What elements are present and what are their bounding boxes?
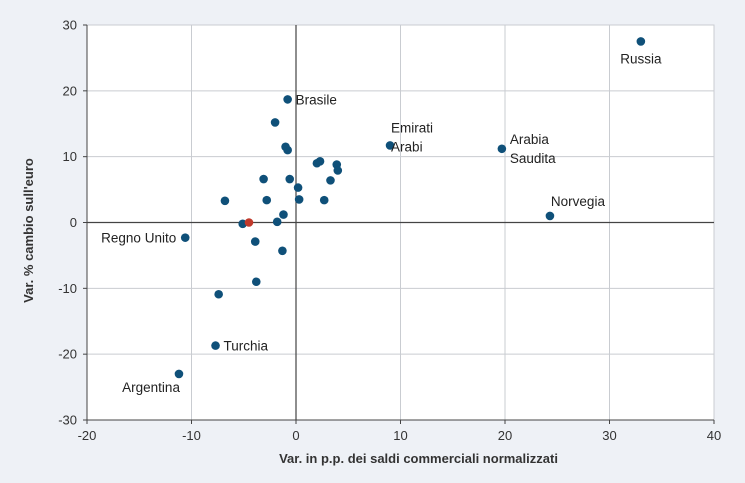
y-tick-label: 30 bbox=[63, 18, 77, 33]
x-tick-label: 40 bbox=[707, 428, 721, 443]
highlight-data-point bbox=[244, 218, 254, 227]
y-tick-label: 10 bbox=[63, 149, 77, 164]
x-tick-label: -20 bbox=[78, 428, 97, 443]
point-label-line: Regno Unito bbox=[101, 231, 176, 246]
point-label: Emirati Arabi bbox=[391, 120, 433, 154]
data-point bbox=[250, 237, 260, 246]
data-point bbox=[262, 195, 272, 205]
point-label-line: Brasile bbox=[296, 92, 337, 107]
point-label: Norvegia bbox=[551, 194, 606, 209]
point-label: Arabia Saudita bbox=[510, 132, 556, 166]
data-point bbox=[214, 289, 223, 299]
y-tick-label: -30 bbox=[58, 413, 77, 428]
data-point bbox=[636, 37, 646, 46]
data-point bbox=[211, 341, 220, 350]
data-point bbox=[251, 277, 261, 287]
point-label-line: Arabi bbox=[391, 139, 423, 154]
point-label-line: Turchia bbox=[224, 339, 269, 354]
data-points bbox=[174, 37, 646, 379]
y-axis-title: Var. % cambio sull'euro bbox=[21, 158, 36, 303]
point-label-line: Norvegia bbox=[551, 194, 606, 209]
y-tick-label: 0 bbox=[70, 215, 77, 230]
data-point bbox=[293, 183, 303, 192]
data-point bbox=[294, 195, 304, 204]
data-point bbox=[333, 166, 343, 175]
data-point bbox=[272, 217, 282, 227]
point-label-line: Argentina bbox=[122, 380, 180, 395]
x-axis-title: Var. in p.p. dei saldi commerciali norma… bbox=[279, 451, 558, 466]
point-labels: Russia Brasile Emirati Arabi Arabia Saudita No… bbox=[101, 51, 662, 394]
data-point bbox=[180, 233, 190, 242]
x-tick-label: 10 bbox=[393, 428, 407, 443]
y-tick-label: -10 bbox=[58, 281, 77, 296]
data-point bbox=[283, 145, 292, 155]
data-point bbox=[278, 246, 287, 256]
point-label-line: Emirati bbox=[391, 120, 433, 135]
y-tick-label: -20 bbox=[58, 347, 77, 362]
point-label: Turchia bbox=[224, 339, 269, 354]
x-tick-label: 0 bbox=[292, 428, 299, 443]
point-label-line: Russia bbox=[620, 51, 662, 66]
data-point bbox=[545, 211, 555, 221]
point-label: Brasile bbox=[296, 92, 337, 107]
axes bbox=[83, 24, 715, 424]
y-tick-label: 20 bbox=[63, 83, 77, 98]
x-tick-label: 30 bbox=[602, 428, 616, 443]
point-label-line: Arabia bbox=[510, 132, 550, 147]
data-point bbox=[315, 156, 325, 166]
data-point bbox=[326, 176, 335, 185]
data-point bbox=[319, 195, 329, 205]
data-point bbox=[259, 174, 268, 184]
point-label: Argentina bbox=[122, 380, 180, 395]
data-point bbox=[283, 95, 292, 104]
data-point bbox=[174, 369, 184, 379]
data-point bbox=[220, 196, 230, 206]
point-label: Russia bbox=[620, 51, 662, 66]
data-point bbox=[270, 118, 280, 127]
x-tick-label: -10 bbox=[182, 428, 201, 443]
data-point bbox=[497, 144, 507, 154]
x-tick-label: 20 bbox=[498, 428, 512, 443]
data-point bbox=[279, 210, 288, 219]
data-point bbox=[285, 174, 295, 184]
point-label: Regno Unito bbox=[101, 231, 176, 246]
data-point bbox=[385, 141, 395, 150]
point-label-line: Saudita bbox=[510, 151, 556, 166]
